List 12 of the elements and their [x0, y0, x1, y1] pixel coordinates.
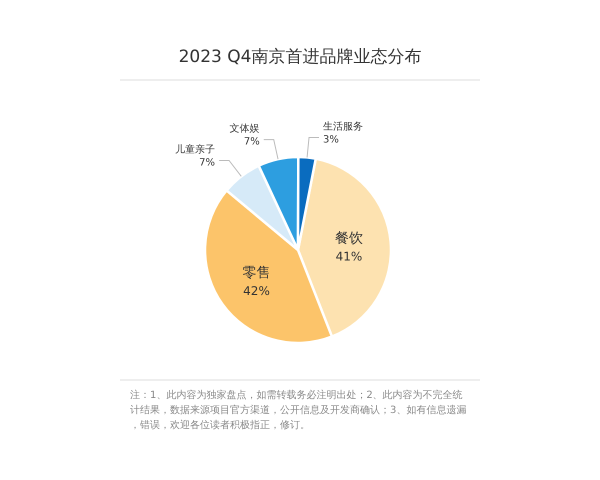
- data-label: 42%: [243, 284, 270, 298]
- data-label: 7%: [244, 136, 260, 148]
- data-label: 7%: [199, 157, 216, 168]
- slice-label: 生活服务: [323, 120, 364, 133]
- data-label: 3%: [323, 134, 339, 146]
- slice-label: 文体娱: [230, 122, 260, 135]
- chart-title: 2023 Q4南京首进品牌业态分布: [178, 47, 422, 67]
- data-label: 41%: [336, 249, 362, 264]
- slice-label: 零售: [242, 264, 271, 281]
- slice-label: 餐饮: [334, 230, 363, 246]
- text: 注：1、此内容为独家盘点，如需转载务必注明出处；2、此内容为不完全统计结果，数据来源项目官方渠道，公开信息及开发商确认；3、如有信息遗漏，错误，欢迎各位读者积极指正，修订。: [130, 389, 466, 431]
- slice-label: 儿童亲子: [175, 143, 216, 156]
